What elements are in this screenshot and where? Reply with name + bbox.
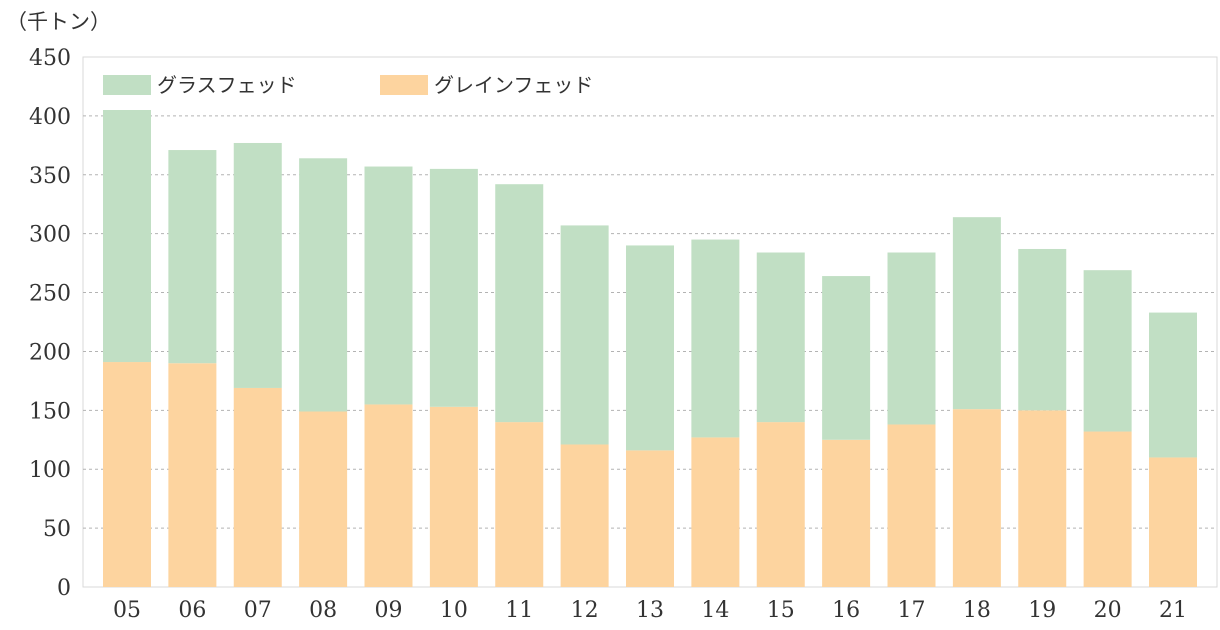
bar-segment <box>1018 410 1067 587</box>
bar-segment <box>691 437 740 587</box>
x-tick-label: 10 <box>440 598 468 623</box>
bar-segment <box>495 422 544 587</box>
legend-swatch <box>380 75 428 95</box>
x-tick-label: 13 <box>636 598 664 623</box>
y-tick-label: 200 <box>29 340 71 365</box>
bar-segment <box>887 424 936 587</box>
x-tick-label: 09 <box>375 598 403 623</box>
x-tick-label: 12 <box>571 598 599 623</box>
bar-segment <box>691 239 740 438</box>
bar-segment <box>1018 248 1067 411</box>
bars <box>103 110 1197 587</box>
y-tick-label: 100 <box>29 458 71 483</box>
bar-segment <box>822 276 871 440</box>
legend-label: グラスフェッド <box>157 73 297 97</box>
bar-segment <box>756 252 805 423</box>
bar-segment <box>560 225 609 445</box>
bar-segment <box>1083 270 1132 432</box>
bar-segment <box>952 409 1001 587</box>
x-tick-label: 11 <box>505 598 533 623</box>
bar-segment <box>1149 312 1197 458</box>
bar-segment <box>103 110 151 363</box>
bar-segment <box>168 363 217 587</box>
y-tick-label: 0 <box>57 576 71 601</box>
y-tick-label: 250 <box>29 282 71 307</box>
bar-segment <box>364 404 413 587</box>
bar-segment <box>822 439 871 587</box>
y-tick-label: 50 <box>43 517 71 542</box>
y-axis-ticks: 0 50 100 150 200 250 300 350 400 450 <box>29 46 71 601</box>
y-tick-label: 150 <box>29 399 71 424</box>
x-tick-label: 05 <box>113 598 141 623</box>
legend-swatch <box>103 75 151 95</box>
bar-segment <box>560 444 609 587</box>
x-axis-ticks: 05 06 07 08 09 10 11 12 13 14 15 16 17 18 19 20 21 <box>113 598 1187 623</box>
x-tick-label: 18 <box>963 598 991 623</box>
x-tick-label: 16 <box>832 598 860 623</box>
x-tick-label: 17 <box>898 598 926 623</box>
x-tick-label: 19 <box>1028 598 1056 623</box>
bar-segment <box>429 406 478 587</box>
y-tick-label: 450 <box>29 46 71 71</box>
bar-segment <box>429 168 478 407</box>
bar-segment <box>495 184 544 423</box>
x-tick-label: 20 <box>1094 598 1122 623</box>
bar-segment <box>756 422 805 587</box>
bar-segment <box>626 450 674 587</box>
bar-segment <box>103 362 151 587</box>
bar-segment <box>299 411 348 587</box>
bar-segment <box>626 245 674 451</box>
x-tick-label: 07 <box>244 598 272 623</box>
x-tick-label: 08 <box>309 598 337 623</box>
legend: グラスフェッド グレインフェッド <box>103 73 593 97</box>
bar-segment <box>233 142 282 388</box>
x-tick-label: 06 <box>178 598 206 623</box>
bar-segment <box>1083 431 1132 587</box>
x-tick-label: 21 <box>1159 598 1187 623</box>
y-tick-label: 350 <box>29 164 71 189</box>
bar-segment <box>364 166 413 405</box>
bar-segment <box>887 252 936 425</box>
bar-segment <box>299 158 348 412</box>
bar-segment <box>233 387 282 587</box>
bar-segment <box>1149 457 1197 587</box>
x-tick-label: 14 <box>701 598 729 623</box>
bar-segment <box>952 217 1001 410</box>
legend-label: グレインフェッド <box>434 73 593 97</box>
bar-segment <box>168 150 217 364</box>
y-tick-label: 300 <box>29 223 71 248</box>
y-tick-label: 400 <box>29 105 71 130</box>
y-axis-unit-label: （千トン） <box>6 10 111 34</box>
x-tick-label: 15 <box>767 598 795 623</box>
